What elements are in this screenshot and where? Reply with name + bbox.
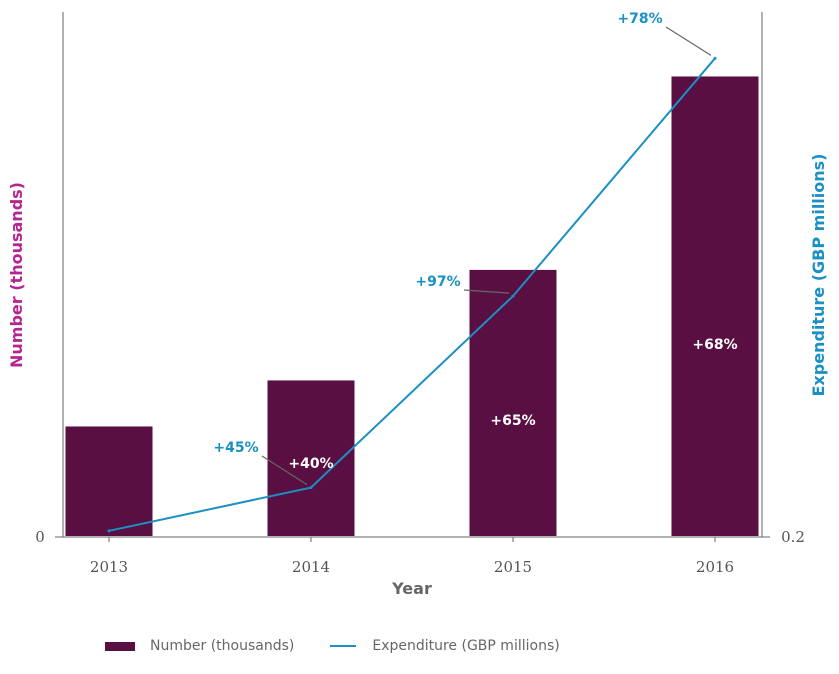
line-label-leader-2015 [463, 289, 510, 294]
x-tick-labels: 2013 2014 2015 2016 [90, 537, 734, 576]
line-label-2015: +97% [415, 274, 460, 290]
line-label-leader-2016 [665, 26, 712, 56]
bars-layer [65, 76, 759, 536]
legend-label-number: Number (thousands) [150, 638, 295, 654]
legend-line-swatch [330, 645, 357, 647]
expenditure-line [108, 57, 716, 532]
x-tick-label-2015: 2015 [494, 558, 532, 576]
line-label-leader-2014 [261, 455, 308, 486]
expenditure-point-2013 [107, 529, 111, 533]
line-label-2016: +78% [617, 11, 662, 27]
bar-label-2015: +65% [490, 413, 535, 429]
left-y-axis-title: Number (thousands) [7, 182, 26, 368]
legend: Number (thousands) Expenditure (GBP mill… [105, 638, 596, 654]
legend-item-expenditure: Expenditure (GBP millions) [330, 638, 560, 654]
right-y-tick-label: 0.2 [781, 528, 805, 546]
bar-label-2014: +40% [288, 456, 333, 472]
bar-2013 [65, 426, 153, 536]
x-tick-label-2014: 2014 [292, 558, 330, 576]
bar-label-2016: +68% [692, 337, 737, 353]
x-tick-label-2016: 2016 [696, 558, 734, 576]
bar-2014 [267, 380, 355, 536]
data-labels-layer: +40% +65% +68% +45% +97% +78% [213, 11, 738, 486]
x-axis-title: Year [391, 579, 432, 598]
expenditure-point-2016 [713, 56, 717, 60]
legend-label-expenditure: Expenditure (GBP millions) [372, 638, 560, 654]
expenditure-point-2014 [309, 486, 313, 490]
x-tick-label-2013: 2013 [90, 558, 128, 576]
right-y-axis-title: Expenditure (GBP millions) [809, 154, 828, 397]
bar-2016 [671, 76, 759, 536]
left-y-tick-label: 0 [35, 528, 45, 546]
bar-2015 [469, 269, 557, 536]
line-label-2014: +45% [213, 440, 258, 456]
legend-bar-swatch [105, 641, 135, 651]
expenditure-point-2015 [511, 294, 515, 298]
line-layer [107, 56, 717, 533]
legend-item-number: Number (thousands) [105, 638, 294, 654]
axes-layer: 0 0.2 Year Number (thousands) Expenditur… [7, 12, 828, 598]
